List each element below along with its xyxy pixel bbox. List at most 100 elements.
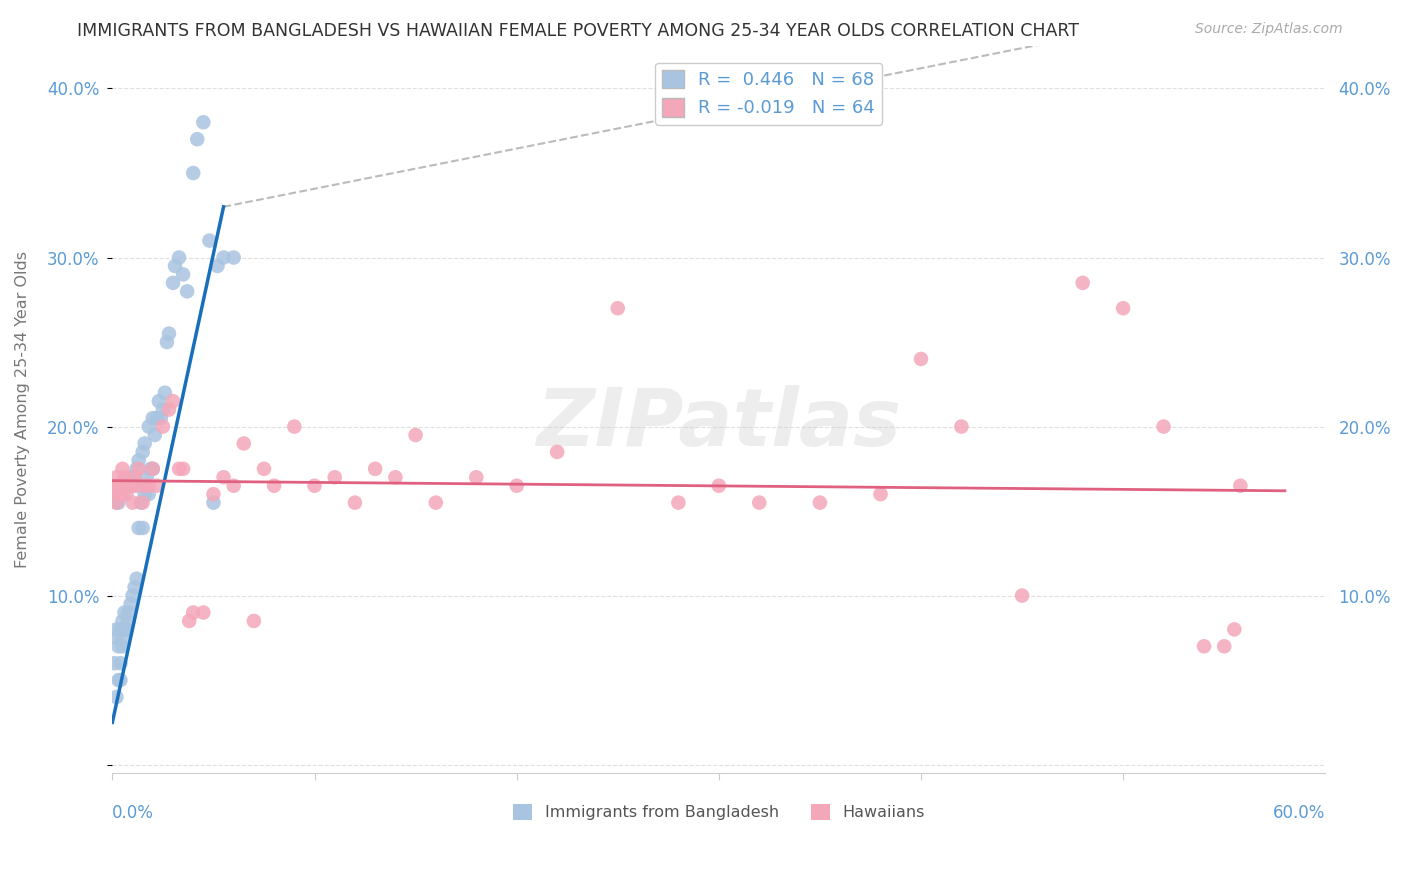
Point (124, 580, 146, 594)
Point (121, 589, 143, 603)
Point (111, 462, 134, 476)
Point (114, 470, 136, 484)
Point (202, 495, 225, 509)
Point (176, 285, 198, 299)
Point (152, 402, 174, 417)
Point (869, 487, 891, 501)
Point (115, 487, 138, 501)
Point (117, 479, 139, 493)
Point (134, 479, 156, 493)
Point (142, 462, 165, 476)
Point (124, 470, 146, 484)
Point (153, 385, 176, 400)
Point (105, 470, 128, 484)
Point (146, 411, 169, 425)
Point (910, 351, 932, 366)
Point (405, 428, 427, 442)
Point (134, 436, 156, 450)
Point (808, 495, 831, 509)
Point (193, 606, 215, 620)
Point (222, 479, 245, 493)
Point (304, 479, 326, 493)
Point (146, 479, 169, 493)
Point (222, 251, 245, 265)
Point (212, 470, 235, 484)
Point (121, 479, 143, 493)
Point (138, 479, 160, 493)
Point (384, 470, 406, 484)
Point (120, 470, 142, 484)
Point (148, 394, 170, 409)
Point (124, 470, 146, 484)
Point (120, 479, 142, 493)
Point (181, 606, 204, 620)
Point (1192, 640, 1215, 654)
Point (1011, 589, 1033, 603)
Point (212, 251, 235, 265)
Point (202, 487, 225, 501)
Point (207, 259, 229, 273)
Point (606, 301, 628, 316)
Point (125, 479, 148, 493)
Point (111, 631, 134, 645)
Point (179, 614, 201, 628)
Point (107, 487, 129, 501)
Text: IMMIGRANTS FROM BANGLADESH VS HAWAIIAN FEMALE POVERTY AMONG 25-34 YEAR OLDS CORR: IMMIGRANTS FROM BANGLADESH VS HAWAIIAN F… (77, 22, 1080, 40)
Point (115, 623, 138, 637)
Point (105, 495, 128, 509)
Point (110, 487, 132, 501)
Point (107, 479, 129, 493)
Y-axis label: Female Poverty Among 25-34 Year Olds: Female Poverty Among 25-34 Year Olds (15, 252, 30, 568)
Point (138, 487, 160, 501)
Point (156, 334, 179, 349)
Point (1153, 419, 1175, 434)
Point (117, 479, 139, 493)
Point (110, 623, 132, 637)
Point (103, 657, 125, 671)
Point (167, 462, 190, 476)
Point (283, 419, 305, 434)
Point (115, 479, 138, 493)
Point (111, 614, 134, 628)
Point (232, 436, 254, 450)
Point (157, 326, 180, 341)
Point (139, 462, 162, 476)
Point (128, 453, 150, 467)
Point (111, 479, 134, 493)
Point (111, 640, 134, 654)
Point (117, 614, 139, 628)
Point (167, 251, 190, 265)
Point (157, 402, 180, 417)
Point (131, 445, 153, 459)
Point (193, 115, 215, 129)
Point (142, 411, 165, 425)
Point (114, 479, 136, 493)
Point (120, 597, 142, 611)
Point (110, 657, 132, 671)
Text: 0.0%: 0.0% (112, 804, 155, 822)
Point (107, 640, 129, 654)
Point (1071, 276, 1094, 290)
Point (1229, 479, 1251, 493)
Legend: Immigrants from Bangladesh, Hawaiians: Immigrants from Bangladesh, Hawaiians (506, 797, 931, 827)
Point (253, 462, 276, 476)
Point (1213, 640, 1236, 654)
Point (110, 673, 132, 687)
Point (128, 521, 150, 535)
Point (105, 690, 128, 704)
Point (114, 623, 136, 637)
Point (163, 259, 186, 273)
Point (668, 495, 690, 509)
Point (1223, 623, 1246, 637)
Point (364, 462, 387, 476)
Point (129, 495, 152, 509)
Point (142, 462, 165, 476)
Point (546, 445, 568, 459)
Point (125, 572, 148, 586)
Text: ZIPatlas: ZIPatlas (536, 385, 901, 463)
Point (111, 487, 134, 501)
Point (105, 623, 128, 637)
Point (505, 479, 527, 493)
Point (707, 479, 730, 493)
Point (149, 411, 172, 425)
